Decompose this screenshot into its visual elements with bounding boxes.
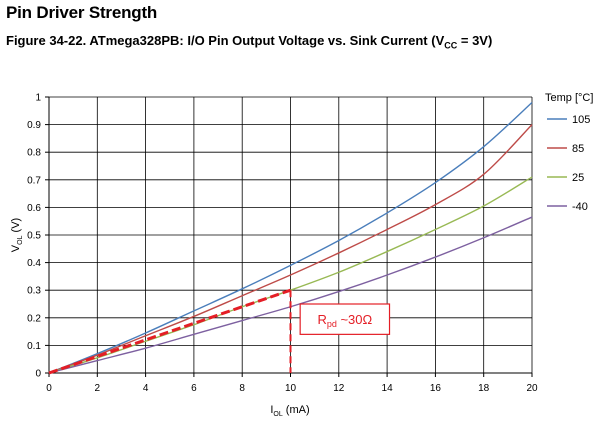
y-tick-label: 0.8 [27,148,41,159]
x-tick-label: 8 [239,383,245,394]
legend-title: Temp [°C] [545,92,593,104]
series-line-85 [48,124,533,374]
y-tick-label: 0.7 [27,175,41,186]
x-tick-label: 20 [526,383,538,394]
figure-caption: Figure 34-22. ATmega328PB: I/O Pin Outpu… [6,33,492,51]
grid [48,96,533,374]
y-tick-label: 0.1 [27,341,41,352]
y-tick-label: 0.4 [27,258,41,269]
x-tick-label: 2 [95,383,101,394]
annotation: Rpd ~30Ω [48,288,391,375]
x-tick-label: 10 [285,383,297,394]
legend: Temp [°C] 105 85 25 -40 [545,92,593,213]
annotation-slope-line [48,288,291,375]
y-tick-label: 0.3 [27,286,41,297]
legend-label-25: 25 [572,172,584,184]
y-tick-label: 0.2 [27,313,41,324]
series-line-105 [48,102,533,374]
annotation-label: Rpd ~30Ω [317,312,372,329]
x-tick-label: 0 [46,383,52,394]
y-tick-label: 0 [35,369,41,380]
y-tick-label: 0.9 [27,120,41,131]
tick-labels: 00.10.20.30.40.50.60.70.80.910 2 4 6 8 10 12 14… [27,93,538,395]
caption-prefix: Figure 34-22. ATmega328PB: I/O Pin Outpu… [6,33,445,48]
section-title: Pin Driver Strength [6,3,158,22]
x-tick-label: 6 [191,383,197,394]
legend-label--40: -40 [572,201,588,213]
y-tick-label: 1 [35,93,41,104]
y-tick-label: 0.5 [27,231,41,242]
caption-suffix: = 3V) [457,33,493,48]
y-tick-label: 0.6 [27,203,41,214]
x-tick-label: 16 [430,383,442,394]
legend-label-85: 85 [572,143,584,155]
legend-label-105: 105 [572,114,590,126]
y-axis-title: VOL (V) [10,218,24,252]
x-axis-title: IOL (mA) [270,404,309,418]
x-tick-label: 12 [333,383,345,394]
x-tick-label: 18 [478,383,490,394]
annotation-box [299,303,391,335]
x-tick-label: 14 [382,383,394,394]
caption-subscript: CC [444,40,458,51]
x-tick-label: 4 [143,383,149,394]
